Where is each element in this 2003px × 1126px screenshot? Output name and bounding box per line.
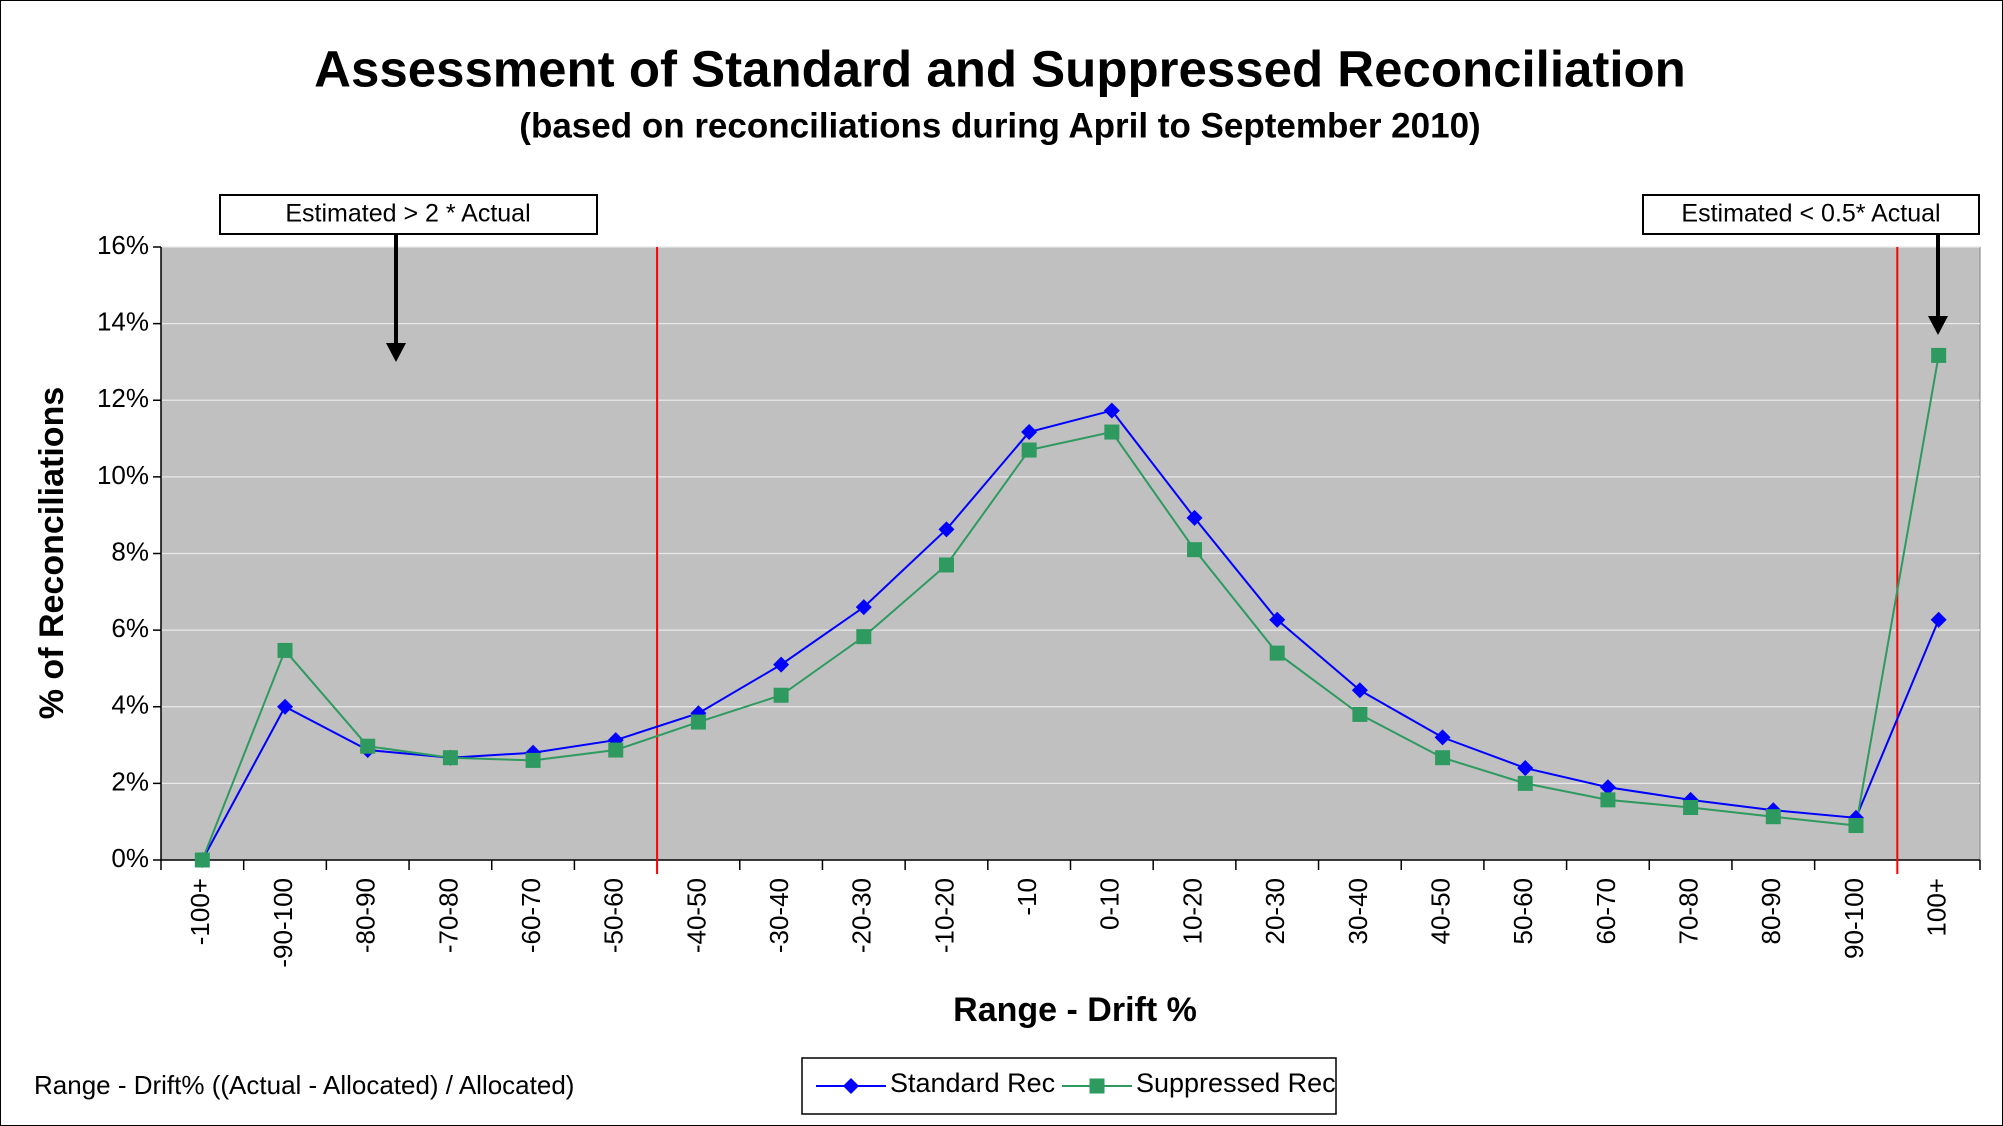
marker [1600, 792, 1616, 808]
y-tick-label: 8% [111, 536, 149, 566]
legend-entries: Standard Rec Suppressed Rec [816, 1068, 1336, 1098]
plot-area: 0% 2% 4% 6% 8% 10% 12% 14% 16% -100+ -90-100 -80-90… [97, 230, 1981, 968]
footnote: Range - Drift% ((Actual - Allocated) / A… [34, 1070, 574, 1100]
x-tick-label: 20-30 [1260, 878, 1290, 945]
x-tick-label: -70-80 [433, 878, 463, 953]
x-tick-label: -100+ [185, 878, 215, 945]
marker [1021, 442, 1037, 458]
x-tick-label: 70-80 [1673, 878, 1703, 945]
y-tick-label: 4% [111, 690, 149, 720]
x-tick-label: 90-100 [1839, 878, 1869, 959]
marker [1351, 682, 1368, 699]
marker [277, 642, 293, 658]
x-tick-label: 50-60 [1508, 878, 1538, 945]
marker [1599, 779, 1616, 796]
marker [1089, 1078, 1105, 1094]
marker [938, 521, 955, 538]
marker [360, 738, 376, 754]
marker [1269, 645, 1285, 661]
marker [843, 1078, 859, 1094]
arrow-head [386, 343, 406, 362]
marker [773, 656, 790, 673]
marker [773, 687, 789, 703]
annotation-box [1642, 194, 1980, 235]
marker [194, 852, 210, 868]
marker [1104, 424, 1120, 440]
marker [1187, 542, 1203, 558]
legend-label: Suppressed Rec [1136, 1068, 1336, 1098]
arrow-head [1928, 316, 1948, 335]
x-tick-label: 40-50 [1425, 878, 1455, 945]
marker [1269, 611, 1286, 628]
x-tick-label: 60-70 [1591, 878, 1621, 945]
marker [1683, 800, 1699, 816]
marker [1435, 750, 1451, 766]
x-tick-label: 10-20 [1177, 878, 1207, 945]
marker [608, 742, 624, 758]
marker [855, 599, 872, 616]
y-tick-label: 0% [111, 843, 149, 873]
marker [1930, 611, 1947, 628]
y-tick-label: 2% [111, 766, 149, 796]
series-line [201, 409, 1940, 861]
x-tick-label: -10-20 [929, 878, 959, 953]
marker [1352, 706, 1368, 722]
x-tick-label: -20-30 [847, 878, 877, 953]
x-tick-label: -60-70 [516, 878, 546, 953]
marker [690, 714, 706, 730]
y-tick-label: 16% [97, 230, 149, 260]
x-tick-label: 80-90 [1756, 878, 1786, 945]
x-tick-label: -40-50 [681, 878, 711, 953]
y-tick-label: 14% [97, 307, 149, 337]
x-tick-label: -50-60 [599, 878, 629, 953]
annotation: Estimated > 2 * Actual [285, 200, 530, 228]
y-tick-label: 12% [97, 383, 149, 413]
marker [1765, 809, 1781, 825]
x-tick-label: -10 [1012, 878, 1042, 916]
marker [1021, 424, 1038, 441]
chart-subtitle: (based on reconciliations during April t… [519, 106, 1480, 145]
marker [1517, 775, 1533, 791]
y-tick-label: 10% [97, 460, 149, 490]
legend-label: Standard Rec [890, 1068, 1055, 1098]
series-line [201, 355, 1940, 861]
y-tick-label: 6% [111, 613, 149, 643]
chart-title: Assessment of Standard and Suppressed Re… [314, 40, 1686, 97]
x-tick-label: 100+ [1922, 878, 1952, 937]
marker [856, 629, 872, 645]
marker [1186, 509, 1203, 526]
marker [1517, 760, 1534, 777]
marker [1434, 729, 1451, 746]
x-tick-label: -30-40 [764, 878, 794, 953]
annotation-box [219, 194, 598, 235]
marker [1848, 818, 1864, 834]
marker [525, 752, 541, 768]
x-tick-label: 0-10 [1095, 878, 1125, 930]
marker [1103, 402, 1120, 419]
annotation: Estimated < 0.5* Actual [1681, 200, 1940, 228]
x-tick-label: 30-40 [1343, 878, 1373, 945]
x-tick-label: -80-90 [351, 878, 381, 953]
marker [1931, 347, 1947, 363]
x-axis-label: Range - Drift % [953, 991, 1197, 1029]
marker [277, 698, 294, 715]
y-axis-label: % of Reconciliations [33, 387, 71, 720]
x-tick-label: -90-100 [268, 878, 298, 968]
marker [442, 750, 458, 766]
marker [938, 557, 954, 573]
